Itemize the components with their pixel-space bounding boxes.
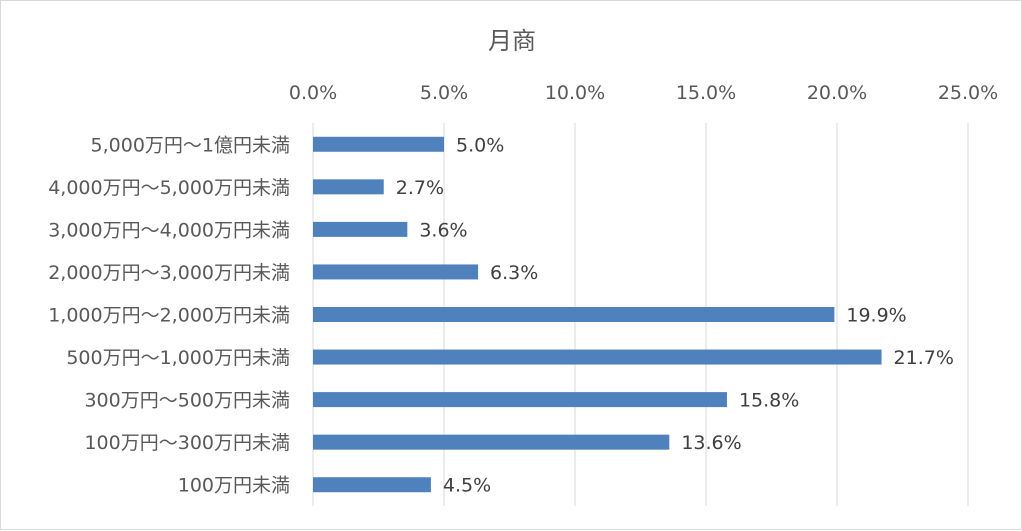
x-tick-label: 15.0% [676,82,736,104]
category-label: 5,000万円～1億円未満 [91,134,290,156]
data-label: 5.0% [456,134,504,156]
x-tick-label: 0.0% [289,82,337,104]
data-label: 2.7% [396,177,444,199]
bar [313,349,882,365]
data-label: 6.3% [490,262,538,284]
chart-title: 月商 [488,27,536,55]
x-tick-label: 25.0% [938,82,998,104]
x-axis-tick-labels: 0.0% 5.0% 10.0% 15.0% 20.0% 25.0% [289,82,998,104]
bar [313,477,431,493]
bar [313,434,670,450]
category-label: 100万円～300万円未満 [84,432,290,454]
category-label: 1,000万円～2,000万円未満 [48,305,290,327]
x-tick-label: 5.0% [420,82,468,104]
data-label: 21.7% [894,347,954,369]
category-labels: 5,000万円～1億円未満 4,000万円～5,000万円未満 3,000万円～4,… [48,134,290,496]
x-tick-label: 10.0% [545,82,605,104]
data-label: 15.8% [739,390,799,412]
category-label: 300万円～500万円未満 [84,390,290,412]
x-tick-label: 20.0% [807,82,867,104]
data-labels: 5.0% 2.7% 3.6% 6.3% 19.9% 21.7% 15.8% 13.6% 4.5% [396,134,954,496]
bars [313,136,882,493]
bar [313,179,384,195]
bar [313,264,479,280]
bar [313,392,727,408]
category-label: 3,000万円～4,000万円未満 [48,219,290,241]
category-label: 500万円～1,000万円未満 [66,347,290,369]
bar [313,307,835,322]
category-label: 100万円未満 [178,475,290,497]
data-label: 19.9% [846,305,906,327]
bar [313,136,444,152]
category-label: 2,000万円～3,000万円未満 [48,262,290,284]
data-label: 4.5% [443,475,491,497]
category-label: 4,000万円～5,000万円未満 [48,177,290,199]
bar [313,221,408,237]
data-label: 13.6% [681,432,741,454]
data-label: 3.6% [419,219,467,241]
